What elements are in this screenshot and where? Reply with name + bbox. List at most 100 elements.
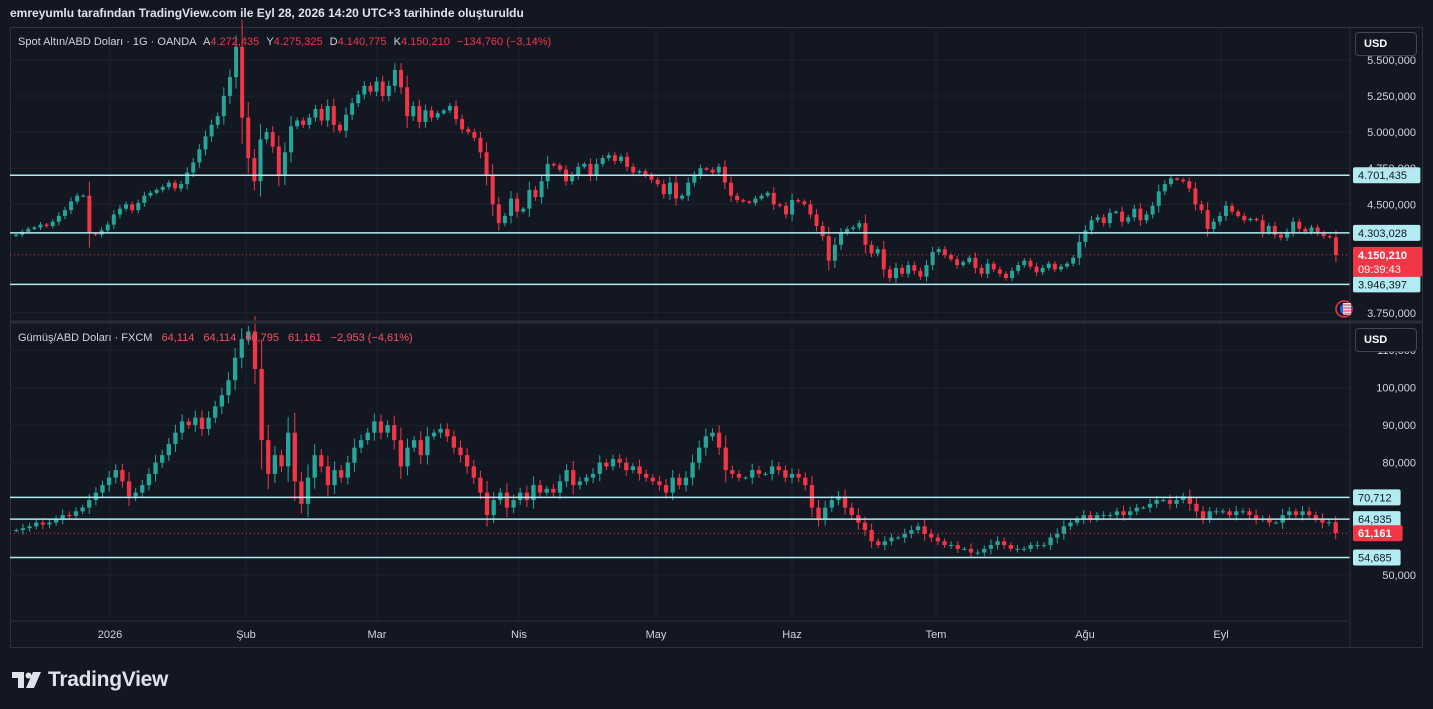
silver-candle-body <box>365 432 370 441</box>
gold-y-tick-label: 3.750,000 <box>1367 308 1416 320</box>
silver-candle-body <box>756 470 762 474</box>
silver-candle-body <box>47 522 52 525</box>
gold-candle-body <box>1285 231 1290 238</box>
gold-candle-body <box>820 226 825 237</box>
silver-candle-body <box>60 515 65 519</box>
x-tick-label: Tem <box>926 629 947 641</box>
gold-candle-body <box>1168 178 1173 185</box>
silver-y-tick-label: 80,000 <box>1382 458 1416 470</box>
silver-candle-body <box>398 440 404 467</box>
silver-candle-body <box>935 537 941 542</box>
silver-candle-body <box>763 473 768 475</box>
gold-candle-body <box>655 179 660 185</box>
silver-candle-body <box>710 432 715 437</box>
gold-candle-body <box>221 95 226 117</box>
gold-candle-body <box>490 175 495 205</box>
gold-candle-body <box>741 200 746 202</box>
silver-hline-label-bg <box>1353 511 1401 528</box>
silver-candle-body <box>1333 522 1338 534</box>
silver-candle-body <box>584 477 589 482</box>
gold-candle-body <box>380 81 385 96</box>
silver-candle-body <box>650 477 655 482</box>
brand-name: TradingView <box>48 668 169 691</box>
gold-y-tick-label: 4.750,000 <box>1367 163 1416 175</box>
silver-candle-body <box>909 530 914 534</box>
gold-candle-body <box>264 132 269 140</box>
silver-candle-body <box>1227 511 1232 516</box>
gold-candle-body <box>1156 191 1161 206</box>
gold-candle-body <box>93 233 98 235</box>
gold-candle-body <box>1016 265 1021 271</box>
silver-candle-body <box>895 537 901 539</box>
gold-currency-button[interactable]: USD <box>1355 32 1417 56</box>
gold-symbol-title: Spot Altın/ABD Doları · 1G · OANDA <box>18 36 196 48</box>
gold-close-value: 4.150,210 <box>400 36 450 48</box>
silver-candle-body <box>425 436 430 456</box>
silver-candle-body <box>1121 511 1126 516</box>
gold-candle-body <box>521 208 526 212</box>
gold-candle-body <box>875 249 880 254</box>
gold-candle-body <box>374 81 379 92</box>
silver-candle-body <box>285 432 291 467</box>
gold-candle-body <box>258 139 263 182</box>
silver-candle-body <box>697 447 702 463</box>
gold-candle-body <box>289 126 294 153</box>
silver-candle-body <box>491 500 496 516</box>
silver-candle-body <box>100 485 105 493</box>
gold-candle-body <box>1107 213 1112 224</box>
silver-candle-body <box>1068 522 1073 527</box>
silver-candle-body <box>1008 545 1013 549</box>
silver-candle-body <box>750 470 755 478</box>
gold-candle-body <box>796 200 801 202</box>
gold-low-value: 4.140,775 <box>337 36 387 48</box>
gold-candle-body <box>362 85 367 95</box>
silver-candle-body <box>1320 518 1325 523</box>
gold-candle-body <box>246 117 251 159</box>
tradingview-brand[interactable]: TradingView <box>12 668 168 692</box>
horizontal-lines: 4.701,435 4.303,028 3.946,397 4.150,210 09:3… <box>10 167 1423 566</box>
silver-candle-body <box>1074 518 1080 523</box>
gold-candle-body <box>839 233 843 245</box>
gold-candle-body <box>912 265 917 271</box>
gold-candle-body <box>56 215 61 222</box>
gold-candle-body <box>331 106 336 125</box>
gold-hline-label-bg <box>1353 224 1421 241</box>
gold-candle-body <box>698 168 703 176</box>
gold-candle-body <box>631 166 636 173</box>
x-tick-label: Haz <box>782 629 802 641</box>
gold-candle-body <box>282 152 287 176</box>
gold-candle-body <box>423 110 428 122</box>
silver-candle-body <box>962 548 967 550</box>
silver-candle-body <box>246 331 251 339</box>
gold-candle-body <box>1242 215 1247 221</box>
silver-candle-body <box>690 462 695 478</box>
silver-candle-body <box>836 496 841 501</box>
silver-candle-body <box>40 522 45 525</box>
gold-candle-body <box>777 204 782 206</box>
silver-candle-body <box>484 492 490 516</box>
gold-candle-body <box>570 175 575 182</box>
silver-currency-button[interactable]: USD <box>1355 328 1417 352</box>
gold-candle-body <box>209 124 214 137</box>
silver-candle-body <box>126 481 132 497</box>
silver-candle-body <box>14 530 19 532</box>
silver-candle-body <box>1207 511 1212 519</box>
gold-candle-body <box>179 184 184 189</box>
gold-candle-body <box>533 189 538 198</box>
silver-hline-label-bg <box>1353 489 1401 506</box>
gold-candle-body <box>765 192 770 196</box>
silver-candle-body <box>564 470 569 482</box>
gold-candle-body <box>545 163 550 182</box>
silver-candle-body <box>226 380 231 396</box>
silver-candle-body <box>199 417 205 429</box>
silver-candle-body <box>1094 515 1100 519</box>
gold-candle-body <box>832 244 837 261</box>
gold-candle-body <box>857 223 862 228</box>
gold-candle-body <box>252 158 257 182</box>
gold-open-label: A <box>202 36 211 48</box>
silver-candle-body <box>637 466 642 474</box>
gold-candle-body <box>1181 179 1186 182</box>
silver-candle-body <box>1108 515 1113 517</box>
silver-candle-body <box>325 466 331 486</box>
